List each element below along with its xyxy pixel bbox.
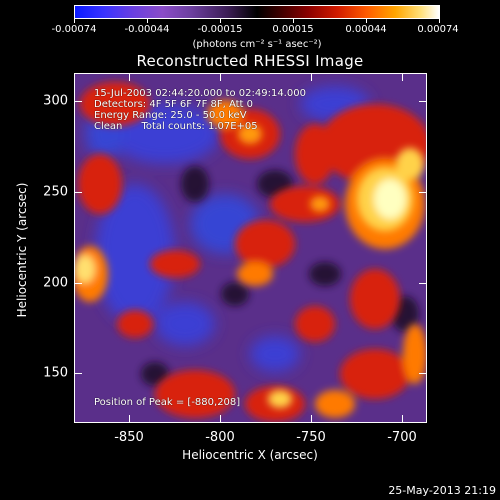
colorbar-units: (photons cm⁻² s⁻¹ asec⁻²) [192, 39, 322, 50]
colorbar-tick-label: 0.00074 [417, 24, 459, 35]
colorbar-tick-label: 0.00015 [272, 24, 314, 35]
y-tick-label: 200 [43, 275, 68, 291]
x-axis-tick [220, 415, 221, 423]
x-axis-tick [129, 415, 130, 423]
y-axis-tick [74, 101, 82, 102]
y-axis-tick [419, 283, 427, 284]
x-axis-tick [402, 415, 403, 423]
peak-position-label: Position of Peak = [-880,208] [94, 397, 241, 408]
x-tick-label: -700 [387, 430, 417, 445]
colorbar-tick [439, 18, 440, 23]
colorbar [74, 5, 440, 19]
colorbar-tick [366, 18, 367, 23]
time-range-label: 15-Jul-2003 02:44:20.000 to 02:49:14.000 [94, 88, 306, 99]
x-tick-label: -850 [114, 430, 144, 445]
x-axis-tick [402, 73, 403, 81]
colorbar-tick-label: -0.00074 [51, 24, 97, 35]
colorbar-tick-label: 0.00044 [345, 24, 387, 35]
x-tick-label: -750 [296, 430, 326, 445]
colorbar-tick [147, 18, 148, 23]
x-axis-tick [220, 73, 221, 81]
y-axis-tick [74, 192, 82, 193]
y-axis-tick [419, 101, 427, 102]
colorbar-tick [293, 18, 294, 23]
plot-title: Reconstructed RHESSI Image [136, 52, 364, 70]
energy-range-label: Energy Range: 25.0 - 50.0 keV [94, 110, 247, 121]
y-tick-label: 300 [43, 93, 68, 109]
image-panel [74, 73, 427, 423]
x-axis-tick [311, 73, 312, 81]
y-axis-tick [74, 373, 82, 374]
x-axis-tick [311, 415, 312, 423]
colorbar-tick [220, 18, 221, 23]
y-axis-tick [419, 373, 427, 374]
detectors-label: Detectors: 4F 5F 6F 7F 8F, Att 0 [94, 99, 254, 110]
date-stamp: 25-May-2013 21:19 [388, 484, 496, 497]
y-tick-label: 150 [43, 365, 68, 381]
x-axis-tick [129, 73, 130, 81]
y-axis-tick [419, 192, 427, 193]
y-tick-label: 250 [43, 184, 68, 200]
rhessi-image [75, 74, 426, 422]
x-axis-label: Heliocentric X (arcsec) [182, 448, 318, 462]
clean-total-counts-label: Clean Total counts: 1.07E+05 [94, 121, 258, 132]
x-tick-label: -800 [205, 430, 235, 445]
colorbar-tick [74, 18, 75, 23]
colorbar-tick-label: -0.00044 [124, 24, 170, 35]
y-axis-label: Heliocentric Y (arcsec) [15, 182, 29, 318]
colorbar-tick-label: -0.00015 [197, 24, 243, 35]
y-axis-tick [74, 283, 82, 284]
